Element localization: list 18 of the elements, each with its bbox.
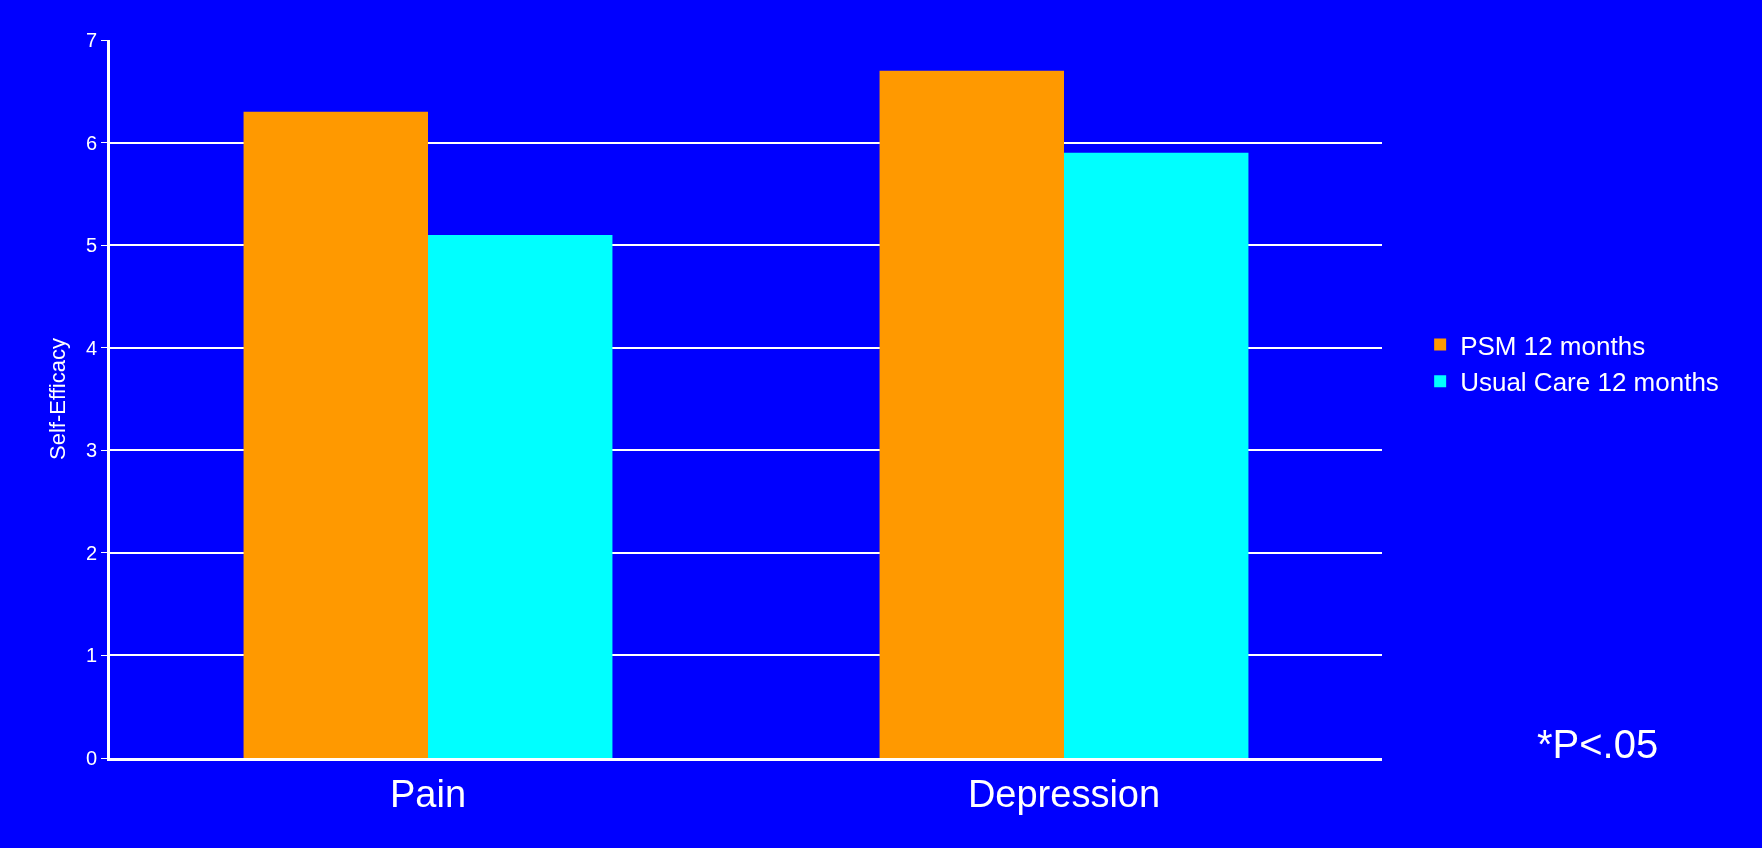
y-tick-label: 0 bbox=[85, 747, 97, 769]
text: *P<.05 bbox=[1537, 722, 1659, 766]
legend-label: Usual Care 12 months bbox=[1460, 367, 1719, 398]
x-tick-label: Pain bbox=[389, 772, 467, 815]
y-tick-label: 6 bbox=[85, 131, 97, 154]
bar bbox=[1064, 152, 1249, 758]
y-tick-label: 2 bbox=[85, 541, 97, 564]
y-axis-title: Self-Efficacy bbox=[44, 338, 70, 460]
bar bbox=[243, 111, 428, 758]
y-tick-label: 4 bbox=[85, 336, 97, 359]
y-tick-label: 1 bbox=[85, 644, 97, 667]
x-tick-label: Depression bbox=[967, 772, 1161, 815]
y-tick-label: 3 bbox=[85, 439, 97, 462]
bar bbox=[428, 234, 613, 758]
y-tick-label: 5 bbox=[85, 234, 97, 257]
bar bbox=[879, 70, 1064, 758]
legend-label: PSM 12 months bbox=[1460, 330, 1646, 361]
y-tick-label: 7 bbox=[85, 29, 97, 51]
